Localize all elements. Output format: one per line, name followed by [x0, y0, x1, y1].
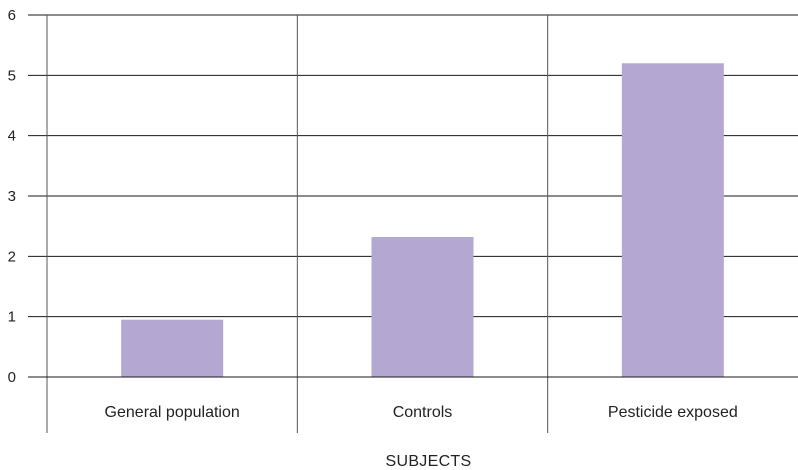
bar	[371, 237, 474, 377]
x-category-label: Pesticide exposed	[608, 404, 738, 421]
y-tick-labels: 0 1 2 3 4 5 6	[8, 7, 16, 386]
y-tick-label: 1	[8, 309, 16, 326]
y-tick-label: 4	[8, 128, 16, 145]
y-tick-label: 0	[8, 369, 16, 386]
y-tick-label: 3	[8, 188, 16, 205]
x-axis-title: SUBJECTS	[386, 453, 472, 470]
y-tick-label: 2	[8, 248, 16, 265]
x-category-labels: General population Controls Pesticide expo…	[105, 404, 738, 421]
x-category-label: General population	[105, 404, 240, 421]
y-tick-label: 5	[8, 67, 16, 84]
x-category-label: Controls	[393, 404, 453, 421]
bar	[121, 319, 224, 377]
grid-lines	[28, 14, 798, 433]
bar	[621, 63, 724, 378]
y-tick-label: 6	[8, 7, 16, 24]
bars	[121, 63, 724, 378]
